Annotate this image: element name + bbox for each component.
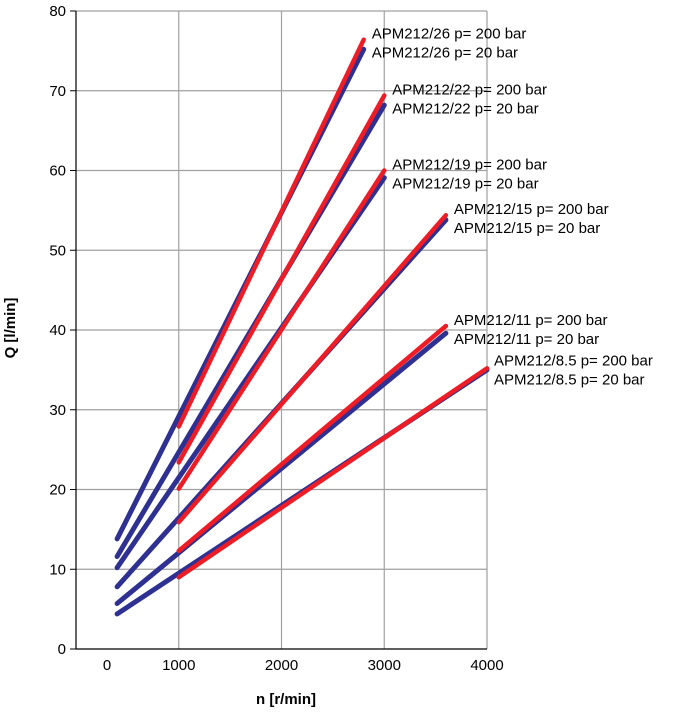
series-line [176, 366, 490, 580]
x-tick-label: 3000 [368, 657, 401, 674]
y-tick-label: 70 [49, 83, 66, 100]
series-line [176, 323, 449, 554]
series-lines [114, 37, 490, 617]
x-tick-label: 1000 [162, 657, 195, 674]
y-tick-label: 0 [58, 641, 66, 658]
series-label: APM212/11 p= 20 bar [454, 331, 599, 348]
series-line [176, 168, 387, 491]
y-tick-label: 10 [49, 561, 66, 578]
series-line [176, 212, 449, 525]
y-axis-title: Q [l/min] [2, 298, 19, 359]
series-line [114, 330, 449, 606]
tick-labels: 0 1000 2000 3000 4000 0 10 20 30 40 50 60 70 80 [49, 3, 503, 674]
axes [70, 10, 487, 650]
series-label: APM212/26 p= 200 bar [372, 26, 527, 43]
y-tick-label: 20 [49, 482, 66, 499]
series-label: APM212/15 p= 200 bar [454, 201, 609, 218]
x-tick-label: 2000 [265, 657, 298, 674]
series-label: APM212/11 p= 200 bar [454, 312, 608, 329]
series-label: APM212/22 p= 200 bar [392, 82, 547, 99]
x-axis-title: n [r/min] [256, 691, 316, 708]
series-label: APM212/22 p= 20 bar [392, 101, 538, 118]
y-tick-label: 30 [49, 402, 66, 419]
y-tick-label: 40 [49, 322, 66, 339]
series-label: APM212/19 p= 200 bar [392, 157, 547, 174]
y-tick-label: 60 [49, 163, 66, 180]
series-label: APM212/8.5 p= 20 bar [494, 371, 645, 388]
series-label: APM212/19 p= 20 bar [392, 176, 538, 193]
y-tick-label: 50 [49, 242, 66, 259]
series-line [176, 93, 387, 465]
series-line [176, 37, 366, 429]
series-label: APM212/8.5 p= 200 bar [494, 352, 653, 369]
x-tick-label: 0 [103, 657, 111, 674]
series-label: APM212/15 p= 20 bar [454, 220, 600, 237]
x-tick-label: 4000 [470, 657, 503, 674]
y-tick-label: 80 [49, 3, 66, 20]
series-label: APM212/26 p= 20 bar [372, 45, 518, 62]
series-labels: APM212/8.5 p= 200 bar APM212/8.5 p= 20 ba… [372, 26, 653, 389]
